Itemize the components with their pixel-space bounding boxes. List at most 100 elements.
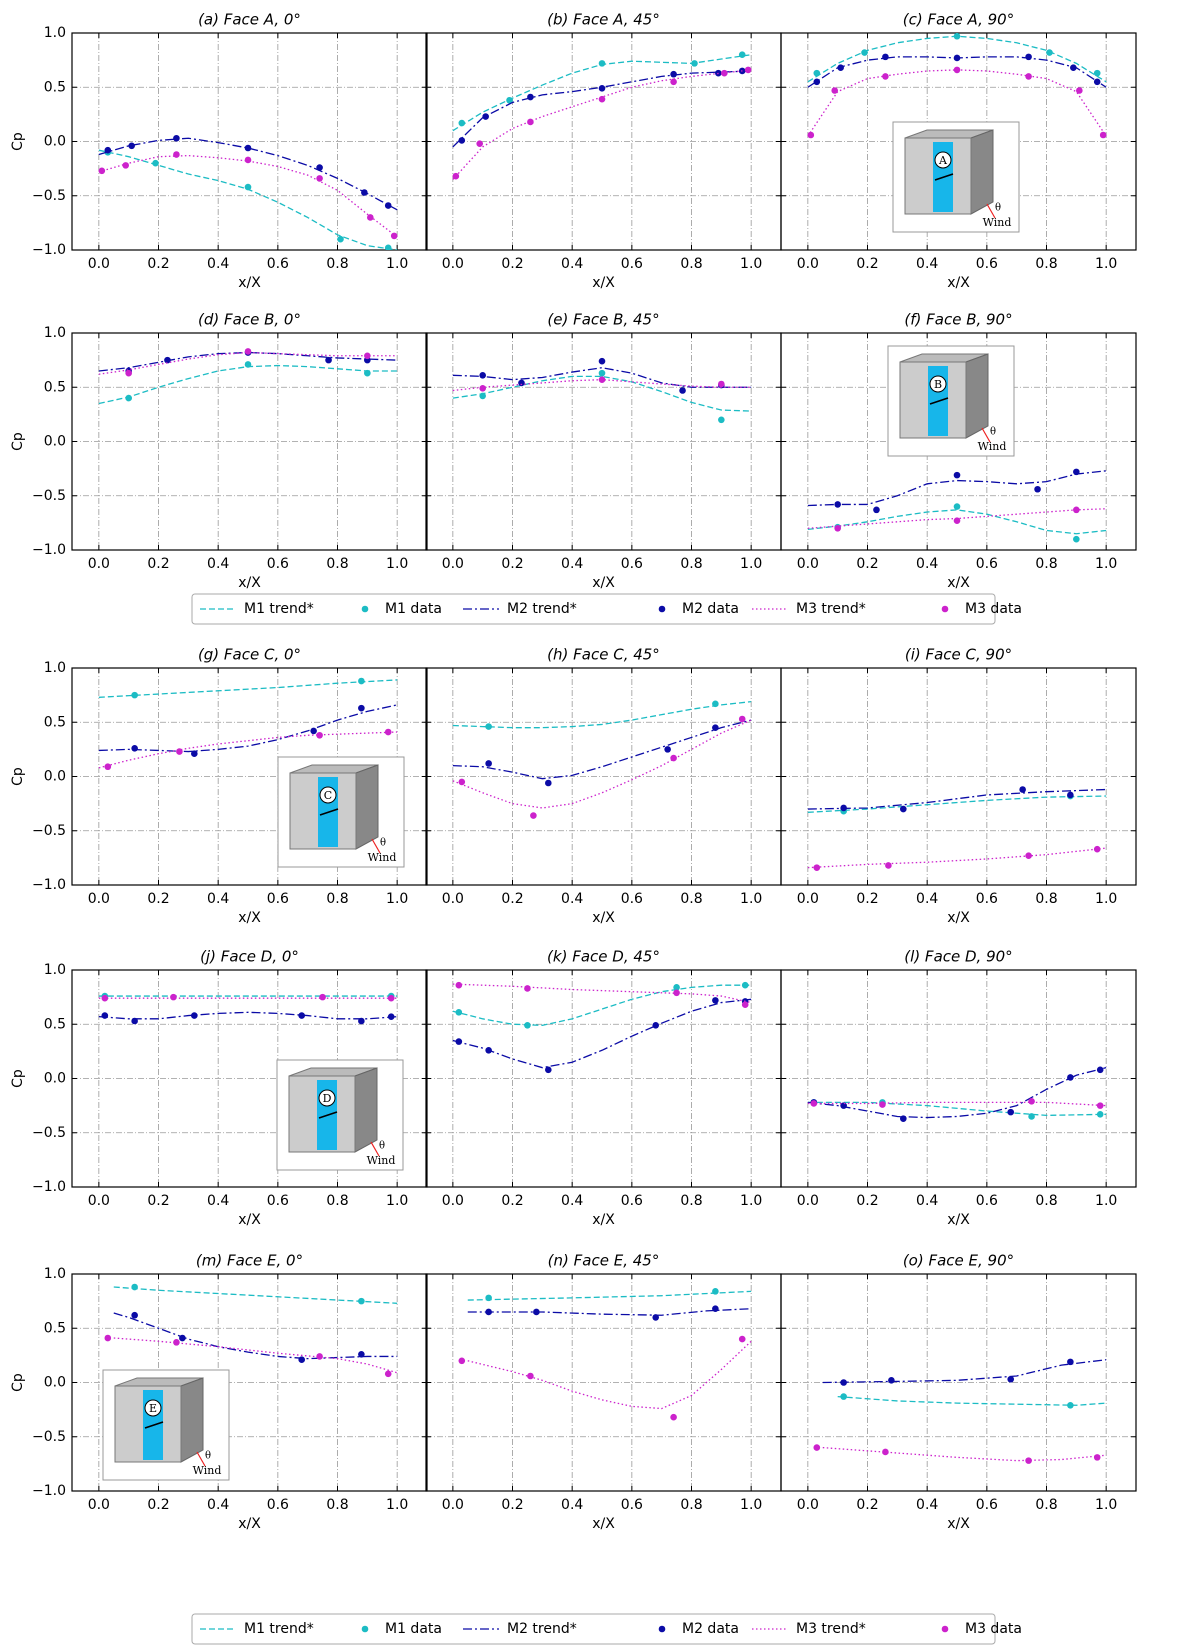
x-tick-label: 0.2	[856, 1193, 878, 1209]
data-point	[598, 60, 606, 67]
data-point	[131, 744, 138, 752]
series-group	[98, 677, 398, 771]
trend-line	[807, 1067, 1107, 1119]
x-tick-label: 1.0	[386, 1497, 408, 1513]
data-point	[319, 993, 326, 1001]
x-tick-label: 0.8	[326, 1497, 348, 1513]
data-point	[1096, 1111, 1104, 1118]
x-tick-label: 0.2	[856, 256, 878, 272]
data-point	[164, 356, 171, 364]
x-tick-label: 0.0	[797, 1497, 819, 1513]
trend-line	[452, 984, 752, 1026]
data-point	[367, 214, 374, 221]
data-point	[879, 1101, 886, 1108]
data-point	[1073, 468, 1080, 476]
x-tick-label: 0.2	[856, 1497, 878, 1513]
trend-line	[452, 719, 752, 780]
data-point	[128, 142, 135, 150]
trend-line	[113, 1312, 398, 1360]
data-point	[900, 1115, 907, 1122]
x-tick-label: 0.6	[267, 556, 289, 572]
x-tick-label: 0.8	[680, 556, 702, 572]
series-group	[807, 786, 1107, 871]
data-point	[888, 1377, 895, 1384]
panel-title: (h) Face C, 45°	[547, 646, 660, 664]
legend-label: M1 trend*	[244, 601, 314, 617]
series-group	[452, 51, 752, 180]
trend-line	[807, 1101, 1107, 1117]
data-point	[104, 763, 112, 771]
x-tick-label: 0.2	[501, 1193, 523, 1209]
data-point	[316, 175, 323, 182]
data-point	[524, 985, 531, 992]
panel-title: (e) Face B, 45°	[547, 311, 659, 329]
data-point	[738, 1335, 746, 1343]
panel: 0.0 0.2 0.4 0.6 0.8 1.0 −1.0 −0.5 0.0 0.5 1.0 (g) F…	[10, 646, 428, 926]
x-tick-label: 0.4	[916, 1193, 938, 1209]
x-tick-label: 0.8	[1035, 1497, 1057, 1513]
face-marker	[318, 1089, 336, 1107]
face-marker	[319, 786, 337, 804]
x-tick-label: 0.2	[856, 556, 878, 572]
trend-line	[807, 795, 1107, 813]
face-marker	[144, 1399, 162, 1417]
y-tick-label: −0.5	[32, 1429, 66, 1445]
legend-label: M2 trend*	[507, 601, 577, 617]
wind-label: Wind	[367, 1154, 396, 1167]
plot-frame	[780, 32, 1137, 251]
wind-angle: θ	[995, 203, 1001, 214]
y-tick-label: 1.0	[44, 325, 66, 341]
trend-line	[113, 1337, 398, 1374]
data-point	[1025, 73, 1032, 80]
data-point	[712, 1288, 719, 1295]
x-tick-label: 0.0	[88, 256, 110, 272]
x-tick-label: 0.4	[916, 1497, 938, 1513]
panel: 0.0 0.2 0.4 0.6 0.8 1.0 −1.0 −0.5 0.0 0.5 1.0 (d) F…	[10, 311, 428, 591]
trend-line	[467, 1290, 752, 1301]
data-point	[358, 1017, 365, 1025]
data-point	[298, 1356, 306, 1364]
legend-swatch	[941, 605, 949, 613]
x-tick-label: 0.4	[561, 891, 583, 907]
data-point	[191, 1012, 198, 1019]
plot-frame	[780, 1273, 1137, 1492]
data-point	[125, 394, 132, 402]
data-point	[1007, 1375, 1015, 1383]
data-point	[364, 369, 371, 377]
y-tick-label: 0.5	[44, 379, 66, 395]
data-point	[506, 96, 513, 104]
y-tick-label: 0.0	[44, 434, 66, 450]
legend-swatch	[941, 1625, 949, 1633]
x-tick-label: 0.8	[1035, 256, 1057, 272]
data-point	[316, 1353, 323, 1360]
data-point	[337, 235, 344, 243]
data-point	[384, 202, 392, 209]
x-tick-label: 0.8	[680, 1193, 702, 1209]
legend-frame	[191, 593, 996, 625]
legend-label: M1 data	[385, 601, 442, 617]
x-tick-label: 0.8	[326, 256, 348, 272]
legend-label: M2 trend*	[507, 1621, 577, 1637]
legend-label: M3 trend*	[796, 601, 866, 617]
data-point	[316, 731, 323, 739]
x-tick-label: 0.2	[147, 891, 169, 907]
legend-label: M3 data	[965, 601, 1022, 617]
panel: 0.0 0.2 0.4 0.6 0.8 1.0 (o) Face E, 90° x/X	[780, 1252, 1137, 1532]
x-tick-label: 0.2	[147, 1497, 169, 1513]
panel-title: (a) Face A, 0°	[198, 11, 301, 29]
building-side	[965, 353, 989, 439]
data-point	[101, 994, 109, 1002]
legend-frame	[191, 1613, 996, 1645]
x-tick-label: 0.2	[501, 256, 523, 272]
data-point	[873, 506, 880, 514]
data-point	[652, 1314, 660, 1321]
data-point	[1096, 1102, 1104, 1109]
x-tick-label: 0.4	[207, 1497, 229, 1513]
data-point	[598, 85, 606, 92]
x-axis-label: x/X	[947, 275, 970, 291]
data-point	[131, 1017, 138, 1025]
trend-line	[452, 375, 752, 412]
panel-title: (b) Face A, 45°	[547, 11, 660, 29]
x-tick-label: 0.6	[621, 1497, 643, 1513]
plot-frame	[780, 667, 1137, 886]
